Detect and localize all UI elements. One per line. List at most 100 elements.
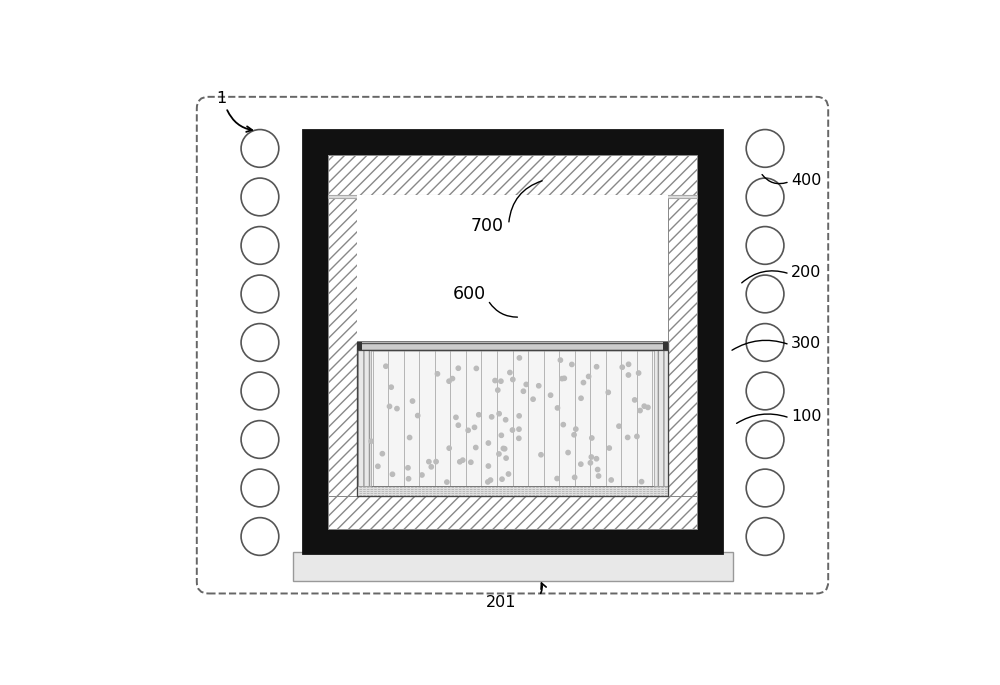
Circle shape <box>486 464 491 468</box>
Circle shape <box>503 447 507 451</box>
Circle shape <box>589 455 593 459</box>
Circle shape <box>466 428 470 432</box>
Bar <box>328 155 697 195</box>
Circle shape <box>387 404 392 408</box>
Circle shape <box>376 464 380 469</box>
Circle shape <box>406 477 411 481</box>
Circle shape <box>617 424 621 428</box>
Text: 600: 600 <box>452 284 486 303</box>
Circle shape <box>746 323 784 361</box>
Text: 100: 100 <box>791 409 822 424</box>
Bar <box>328 497 697 529</box>
Circle shape <box>594 457 599 461</box>
Circle shape <box>241 518 279 556</box>
Circle shape <box>517 414 521 418</box>
Text: 400: 400 <box>791 173 822 188</box>
Circle shape <box>490 414 494 419</box>
Circle shape <box>635 434 639 438</box>
Circle shape <box>588 460 593 465</box>
Circle shape <box>434 460 438 464</box>
Circle shape <box>594 364 599 369</box>
Bar <box>357 343 668 350</box>
Circle shape <box>562 376 566 380</box>
Circle shape <box>241 421 279 458</box>
Circle shape <box>609 478 613 482</box>
Bar <box>668 195 697 497</box>
Circle shape <box>626 435 630 440</box>
Circle shape <box>560 377 564 381</box>
Circle shape <box>447 446 451 450</box>
Circle shape <box>566 451 570 455</box>
Circle shape <box>384 364 388 369</box>
Circle shape <box>486 479 490 484</box>
Circle shape <box>499 433 504 438</box>
Circle shape <box>746 469 784 507</box>
Circle shape <box>420 473 424 477</box>
Circle shape <box>746 372 784 410</box>
Circle shape <box>486 441 491 445</box>
Circle shape <box>508 371 512 375</box>
Circle shape <box>497 452 501 456</box>
Circle shape <box>450 377 455 381</box>
Circle shape <box>746 421 784 458</box>
Circle shape <box>638 408 642 412</box>
Text: 300: 300 <box>791 336 821 351</box>
Circle shape <box>746 518 784 556</box>
Circle shape <box>241 372 279 410</box>
Circle shape <box>477 412 481 417</box>
Circle shape <box>241 469 279 507</box>
Circle shape <box>595 467 600 472</box>
Circle shape <box>241 178 279 216</box>
Circle shape <box>626 373 631 377</box>
Circle shape <box>469 460 473 464</box>
Circle shape <box>501 447 506 451</box>
Circle shape <box>474 445 478 449</box>
Circle shape <box>586 374 591 379</box>
Bar <box>357 350 668 497</box>
Circle shape <box>620 365 624 369</box>
Circle shape <box>429 464 433 469</box>
Text: 200: 200 <box>791 265 822 280</box>
Circle shape <box>606 390 610 395</box>
Circle shape <box>579 462 583 466</box>
Circle shape <box>590 436 594 440</box>
Circle shape <box>531 397 535 401</box>
Circle shape <box>574 427 578 432</box>
Circle shape <box>511 377 515 382</box>
Bar <box>303 130 722 553</box>
Circle shape <box>642 404 646 408</box>
Bar <box>357 342 362 351</box>
Circle shape <box>389 385 393 389</box>
Circle shape <box>626 362 631 366</box>
Circle shape <box>646 406 650 410</box>
Circle shape <box>581 380 586 385</box>
Circle shape <box>555 406 560 410</box>
Bar <box>357 341 668 343</box>
Bar <box>328 195 357 497</box>
Circle shape <box>380 451 384 456</box>
Circle shape <box>474 366 478 371</box>
Circle shape <box>447 379 451 384</box>
Circle shape <box>488 478 493 482</box>
Bar <box>293 552 733 581</box>
Circle shape <box>456 366 460 371</box>
Circle shape <box>504 456 508 460</box>
Circle shape <box>497 412 501 416</box>
Circle shape <box>493 378 497 383</box>
Circle shape <box>746 129 784 167</box>
Circle shape <box>548 393 553 397</box>
Circle shape <box>472 425 477 429</box>
Circle shape <box>596 474 601 478</box>
Bar <box>328 155 697 529</box>
Circle shape <box>241 129 279 167</box>
Circle shape <box>241 275 279 313</box>
Circle shape <box>746 275 784 313</box>
FancyBboxPatch shape <box>197 97 828 593</box>
Bar <box>357 195 668 343</box>
Circle shape <box>558 358 563 362</box>
Circle shape <box>521 389 526 393</box>
Circle shape <box>410 399 415 403</box>
Bar <box>663 342 668 351</box>
Text: 201: 201 <box>486 595 516 610</box>
Circle shape <box>456 423 460 427</box>
